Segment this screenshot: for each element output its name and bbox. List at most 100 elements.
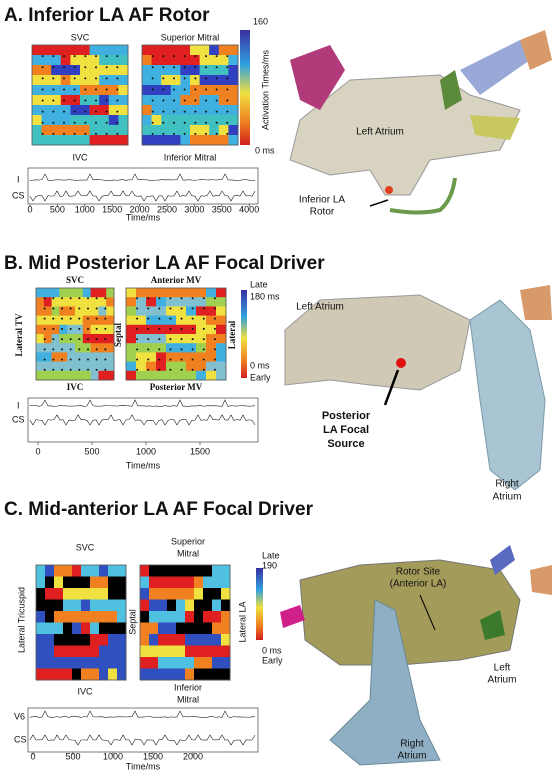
activation-map-cell [75,316,83,326]
activation-map-electrode [61,328,63,330]
map-label: Anterior MV [151,275,202,285]
activation-map-electrode [203,348,205,350]
anatomy-b [285,285,552,490]
activation-map-electrode [184,88,186,90]
activation-map-cell [161,85,171,96]
x-tick-label: 1500 [190,446,210,456]
activation-map-cell [80,45,90,56]
activation-map-cell [228,65,238,76]
activation-map-cell [83,334,91,344]
activation-map-cell [209,125,219,136]
activation-map-electrode [52,348,54,350]
activation-map-electrode [52,369,54,371]
activation-map-electrode [173,77,175,79]
anatomy-label: Right [495,479,519,490]
activation-map-cell [61,65,71,76]
anatomy-label: Left Atrium [296,302,344,313]
activation-map-cell [142,65,152,76]
activation-map-cell [52,288,60,298]
activation-map-cell [140,565,150,577]
map-label: Septal [113,323,123,348]
activation-map-cell [186,297,197,307]
activation-map-electrode [194,77,196,79]
activation-map-cell [45,600,55,612]
activation-map-cell [36,611,46,623]
activation-map-cell [72,669,82,681]
activation-map-cell [63,565,73,577]
activation-map-cell [45,611,55,623]
activation-map-cell [99,588,109,600]
activation-map-cell [219,135,229,146]
activation-map-cell [209,95,219,106]
activation-map-cell [63,623,73,635]
activation-map-electrode [106,100,108,102]
activation-map-cell [126,343,137,353]
ecg-lead-label: I [17,174,20,184]
activation-map-electrode [181,369,183,371]
activation-map-cell [42,135,52,146]
activation-map-cell [36,669,46,681]
activation-map-electrode [95,66,97,68]
activation-map-electrode [216,77,218,79]
activation-map-cell [166,352,177,362]
activation-map-cell [158,634,168,646]
activation-map-cell [117,600,127,612]
activation-map-electrode [158,318,160,320]
activation-map-cell [54,634,64,646]
activation-map-electrode [214,307,216,309]
activation-map-electrode [136,297,138,299]
activation-map-cell [91,306,99,316]
activation-map-cell [91,316,99,326]
activation-map-electrode [169,359,171,361]
activation-map-cell [166,325,177,335]
activation-map-electrode [147,307,149,309]
activation-map-electrode [44,359,46,361]
activation-map-cell [91,371,99,381]
activation-map-electrode [147,359,149,361]
activation-map-electrode [84,55,86,57]
activation-map-cell [221,646,231,658]
ecg-lead-label: I [17,400,20,410]
colorbar-label: Early [250,372,271,382]
activation-map-cell [70,85,80,96]
activation-map-cell [75,288,83,298]
activation-map-cell [161,105,171,116]
activation-map-cell [136,288,147,298]
activation-map-electrode [42,55,44,57]
activation-map-cell [171,85,181,96]
activation-map-electrode [42,88,44,90]
activation-map-cell [176,565,186,577]
activation-map-cell [90,669,100,681]
activation-map-electrode [87,348,89,350]
activation-map-electrode [158,348,160,350]
activation-map-cell [51,75,61,86]
activation-map-electrode [104,338,106,340]
activation-map-electrode [96,318,98,320]
activation-map-cell [36,588,46,600]
activation-map-electrode [61,348,63,350]
activation-map-cell [83,362,91,372]
activation-map-cell [221,577,231,589]
activation-map-electrode [96,359,98,361]
activation-map-cell [90,85,100,96]
activation-map-electrode [106,88,108,90]
activation-map-cell [161,75,171,86]
activation-map-electrode [106,77,108,79]
map-label: Mitral [177,694,199,704]
ecg-lead-label: V6 [14,711,25,721]
activation-map-electrode [184,55,186,57]
activation-map-cell [212,600,222,612]
activation-map-cell [99,577,109,589]
activation-map-cell [61,95,71,106]
activation-map-cell [203,657,213,669]
activation-map-cell [81,577,91,589]
ecg-trace [30,400,255,406]
activation-map-electrode [214,297,216,299]
activation-map-electrode [152,111,154,113]
ecg-lead-label: CS [12,414,25,424]
activation-map-cell [194,657,204,669]
activation-map-cell [72,634,82,646]
activation-map-cell [72,588,82,600]
activation-map-cell [51,115,61,126]
x-tick-label: 1500 [102,204,122,214]
